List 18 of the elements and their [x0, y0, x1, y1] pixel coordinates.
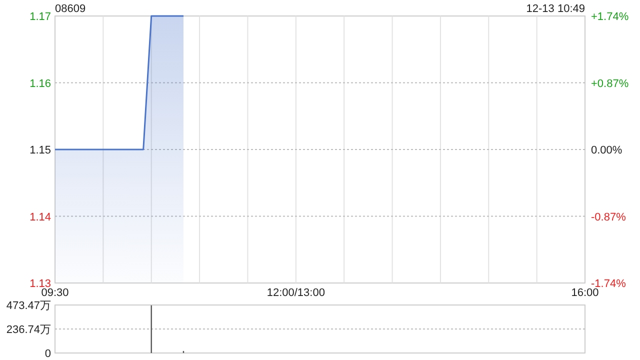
y-tick-label: 1.17 [30, 11, 51, 23]
x-tick-label: 12:00/13:00 [266, 287, 325, 299]
y-tick-label: 0 [44, 348, 51, 360]
y-tick-label: 1.14 [30, 211, 51, 224]
y-tick-label: 1.16 [30, 78, 51, 90]
y2-tick-label: 0.00% [591, 144, 622, 156]
x-tick-label: 09:30 [41, 287, 69, 299]
y-tick-label: 1.15 [30, 144, 51, 156]
y-tick-label: 473.47万 [6, 300, 51, 312]
y-tick-label: 236.74万 [6, 324, 51, 336]
y2-tick-label: +1.74% [591, 11, 629, 23]
chart-subtitle: 12-13 10:49 [526, 3, 585, 15]
chart-title: 08609 [55, 3, 86, 15]
y-tick-label: 1.13 [30, 278, 51, 290]
y2-tick-label: +0.87% [591, 78, 629, 90]
y2-tick-label: -0.87% [591, 211, 626, 224]
y2-tick-label: -1.74% [591, 278, 626, 290]
x-tick-label: 16:00 [571, 287, 599, 299]
